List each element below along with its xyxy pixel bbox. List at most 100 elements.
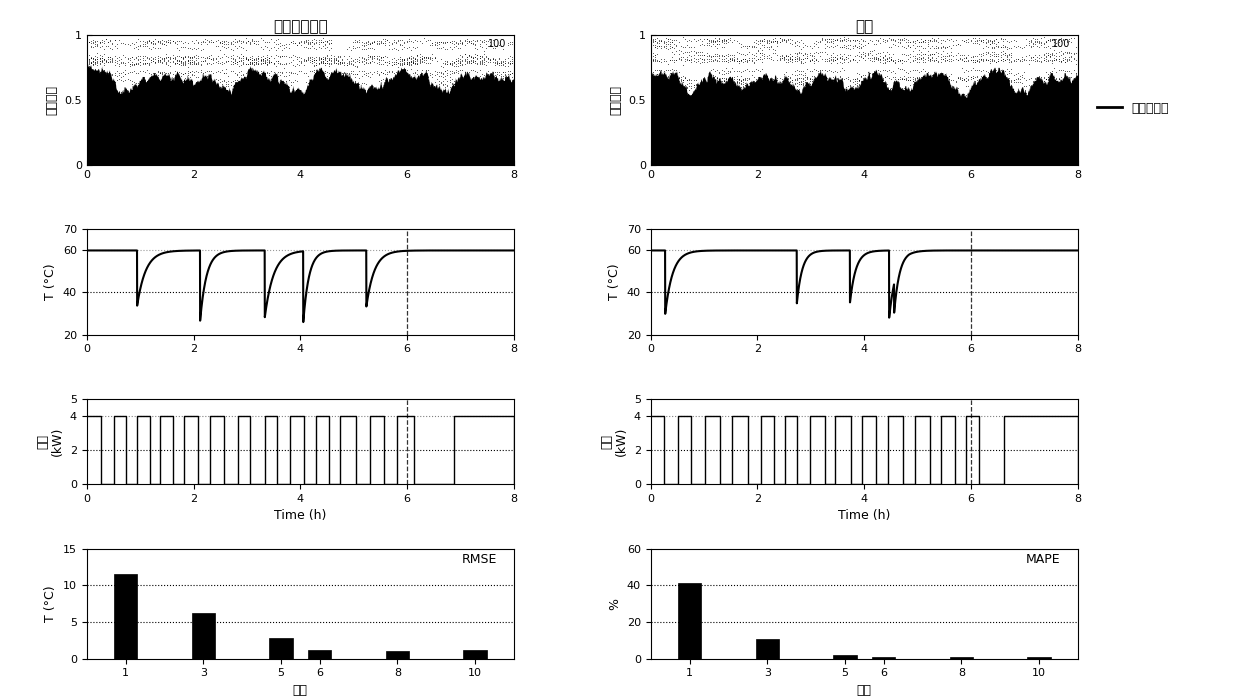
Point bbox=[995, 75, 1015, 86]
Point bbox=[1015, 139, 1035, 151]
Point bbox=[147, 80, 167, 91]
Point bbox=[405, 118, 425, 130]
Point bbox=[313, 93, 333, 104]
Point bbox=[399, 115, 419, 126]
Point bbox=[748, 79, 768, 91]
Point bbox=[864, 76, 883, 87]
Point bbox=[484, 116, 504, 127]
Point bbox=[320, 148, 339, 160]
Point bbox=[375, 144, 395, 155]
Point bbox=[167, 80, 187, 91]
Point bbox=[654, 36, 674, 47]
Point bbox=[393, 79, 413, 91]
Point bbox=[326, 100, 346, 111]
Point bbox=[901, 116, 921, 128]
Point bbox=[481, 77, 501, 89]
Point bbox=[265, 135, 285, 146]
Point bbox=[758, 53, 778, 64]
Point bbox=[285, 135, 305, 146]
Point bbox=[746, 107, 766, 118]
Point bbox=[1033, 54, 1053, 66]
Point bbox=[654, 76, 674, 87]
Point bbox=[361, 132, 380, 143]
Point bbox=[830, 94, 850, 105]
Point bbox=[649, 72, 669, 84]
Point bbox=[854, 40, 873, 52]
Point bbox=[394, 54, 414, 65]
Point bbox=[1040, 74, 1059, 85]
Point bbox=[991, 141, 1011, 152]
Point bbox=[467, 49, 487, 61]
Point bbox=[828, 90, 847, 101]
Point bbox=[375, 94, 395, 105]
Point bbox=[860, 73, 880, 84]
Point bbox=[176, 117, 196, 128]
Point bbox=[440, 82, 460, 93]
Point bbox=[467, 52, 487, 63]
Point bbox=[1042, 144, 1062, 155]
Point bbox=[840, 90, 860, 101]
Point bbox=[431, 54, 451, 65]
Point bbox=[302, 55, 322, 66]
Point bbox=[1042, 72, 1062, 83]
Point bbox=[836, 133, 856, 144]
Point bbox=[399, 131, 419, 142]
Point bbox=[378, 134, 398, 145]
Point bbox=[493, 72, 513, 83]
Point bbox=[499, 100, 519, 111]
Point bbox=[758, 36, 778, 47]
Point bbox=[757, 41, 777, 52]
Point bbox=[919, 72, 939, 84]
Point bbox=[475, 76, 494, 87]
Point bbox=[77, 37, 97, 48]
Point bbox=[401, 82, 421, 93]
Point bbox=[954, 114, 974, 125]
Point bbox=[332, 87, 352, 98]
Point bbox=[943, 54, 963, 65]
Point bbox=[458, 87, 478, 98]
Point bbox=[419, 132, 439, 144]
Point bbox=[173, 52, 193, 63]
Point bbox=[755, 142, 774, 153]
Point bbox=[679, 100, 699, 112]
Point bbox=[206, 35, 225, 46]
Point bbox=[176, 131, 196, 142]
Point bbox=[839, 97, 859, 108]
Point bbox=[440, 68, 460, 79]
Point bbox=[901, 72, 921, 83]
Point bbox=[270, 102, 290, 113]
Point bbox=[77, 115, 97, 126]
Point bbox=[983, 78, 1002, 89]
Point bbox=[109, 59, 129, 70]
Point bbox=[828, 107, 847, 118]
Point bbox=[218, 38, 238, 49]
Point bbox=[311, 56, 331, 68]
Point bbox=[971, 109, 991, 120]
Point bbox=[129, 33, 149, 45]
Point bbox=[401, 147, 421, 158]
Point bbox=[694, 49, 714, 60]
Point bbox=[100, 36, 120, 47]
Point bbox=[170, 77, 190, 88]
Point bbox=[338, 118, 358, 129]
Point bbox=[258, 93, 278, 105]
Point bbox=[751, 144, 771, 155]
Point bbox=[255, 57, 275, 68]
Point bbox=[250, 41, 270, 52]
Point bbox=[388, 100, 408, 111]
Point bbox=[297, 35, 317, 46]
Point bbox=[772, 132, 792, 144]
Point bbox=[498, 117, 518, 128]
Point bbox=[496, 53, 515, 64]
Point bbox=[89, 55, 109, 66]
Point bbox=[373, 96, 393, 107]
Point bbox=[162, 68, 182, 79]
Point bbox=[789, 84, 809, 95]
Point bbox=[232, 70, 252, 81]
Point bbox=[354, 117, 374, 128]
Point bbox=[719, 121, 738, 132]
Point bbox=[126, 146, 146, 157]
Point bbox=[147, 69, 167, 80]
Point bbox=[408, 144, 427, 155]
Point bbox=[411, 100, 431, 111]
